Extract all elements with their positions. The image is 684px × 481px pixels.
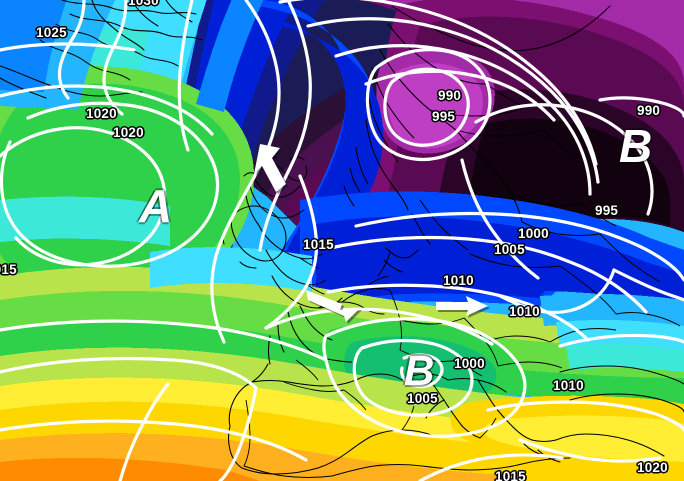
isobar-label: 1010 (553, 378, 584, 393)
isobar-label: 995 (432, 109, 456, 124)
isobar-label: 1030 (128, 0, 159, 8)
isobar-label: 1010 (443, 273, 474, 288)
flow-arrow-east-1-icon (306, 290, 362, 324)
isobar-label: 1020 (637, 460, 668, 475)
pressure-centre-low-b-northeast: B (619, 120, 653, 172)
isobar-label: 1020 (86, 106, 117, 121)
isobar-label: 1005 (494, 242, 525, 257)
isobar-label: 990 (637, 103, 661, 118)
isobar-label: 1015 (495, 469, 526, 481)
isobar-label: 1025 (36, 25, 67, 40)
isobar-label: 1010 (509, 304, 540, 319)
isobar-label: 1015 (303, 237, 334, 252)
isobar-label: 1020 (113, 125, 144, 140)
isobar-label: 990 (438, 88, 462, 103)
isobar-label: 1000 (518, 226, 549, 241)
isobar-label: 1015 (0, 262, 17, 277)
isobar-label: 1000 (454, 356, 485, 371)
flow-arrow-east-2-icon (436, 296, 490, 318)
isobar-label: 1005 (407, 391, 438, 406)
flow-arrow-south-icon (254, 144, 288, 194)
pressure-centre-high-a: A (139, 180, 173, 232)
pressure-centre-low-b-alps: B (404, 347, 435, 394)
isobar-label: 995 (595, 203, 619, 218)
